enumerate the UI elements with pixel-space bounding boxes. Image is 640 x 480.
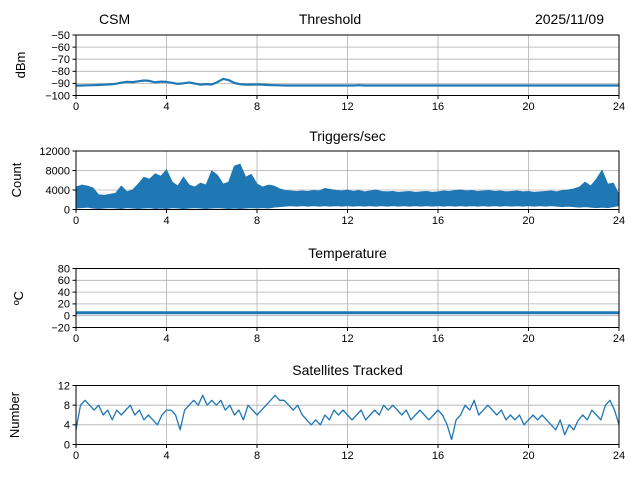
temperature-xtick-label: 16: [432, 333, 444, 345]
satellites-series: [75, 394, 620, 441]
triggers-xtick-label: 24: [613, 215, 625, 227]
triggers-xtick-label: 8: [254, 215, 260, 227]
temperature-ytick-label: −20: [51, 322, 70, 334]
plot-title-triggers: Triggers/sec: [309, 128, 386, 144]
temperature-ytick-label: 20: [58, 299, 70, 311]
temperature-ytick-label: 0: [64, 311, 70, 323]
triggers-xtick-label: 12: [341, 215, 353, 227]
temperature-xtick-label: 24: [613, 333, 625, 345]
satellites-xtick-label: 20: [522, 450, 534, 462]
satellites-xtick-label: 24: [613, 450, 625, 462]
threshold-ytick-label: −100: [45, 90, 70, 102]
temperature-xtick-label: 20: [522, 333, 534, 345]
triggers-xtick-label: 20: [522, 215, 534, 227]
threshold-xtick-label: 12: [341, 101, 353, 113]
triggers-axes: 0 4 8 12 16 20 24 0 4000 8000 12000: [39, 146, 625, 227]
threshold-axes: 0 4 8 12 16 20 24 −100−90−80−70−60−50: [45, 30, 625, 113]
temperature-xtick-label: 0: [73, 333, 79, 345]
threshold-ytick-label: −90: [51, 78, 70, 90]
triggers-xtick-label: 0: [73, 215, 79, 227]
threshold-xtick-label: 20: [522, 101, 534, 113]
triggers-xtick-label: 16: [432, 215, 444, 227]
station-label: CSM: [99, 11, 131, 27]
temperature-ytick-label: 40: [58, 287, 70, 299]
triggers-ytick-label: 4000: [46, 185, 70, 197]
threshold-ytick-label: −70: [51, 54, 70, 66]
temperature-ytick-label: 60: [58, 275, 70, 287]
date-label: 2025/11/09: [534, 11, 604, 27]
threshold-xtick-label: 8: [254, 101, 260, 113]
threshold-xtick-label: 4: [163, 101, 169, 113]
triggers-xtick-label: 4: [163, 215, 169, 227]
satellites-ytick-label: 4: [64, 420, 70, 432]
satellites-axes: 0 4 8 12 16 20 24 0 4 8 12: [58, 380, 625, 462]
threshold-series: [75, 77, 619, 87]
plot-title-temperature: Temperature: [308, 245, 387, 261]
satellites-xtick-label: 0: [73, 450, 79, 462]
temperature-ytick-label: 80: [58, 263, 70, 275]
satellites-xtick-label: 4: [163, 450, 169, 462]
temperature-xtick-label: 12: [341, 333, 353, 345]
satellites-xtick-label: 8: [254, 450, 260, 462]
plot-title-satellites: Satellites Tracked: [292, 362, 403, 378]
satellites-ytick-label: 12: [58, 380, 70, 392]
plot-title-threshold: Threshold: [298, 11, 362, 27]
threshold-ytick-label: −60: [51, 42, 70, 54]
satellites-xtick-label: 16: [432, 450, 444, 462]
triggers-ytick-label: 0: [64, 204, 70, 216]
triggers-ytick-label: 12000: [39, 146, 70, 158]
temperature-xtick-label: 8: [254, 333, 260, 345]
temperature-xtick-label: 4: [163, 333, 169, 345]
satellites-ytick-label: 8: [64, 400, 70, 412]
threshold-xtick-label: 24: [613, 101, 625, 113]
threshold-ytick-label: −80: [51, 66, 70, 78]
threshold-ytick-label: −50: [51, 30, 70, 42]
triggers-ytick-label: 8000: [46, 165, 70, 177]
satellites-xtick-label: 12: [341, 450, 353, 462]
threshold-xtick-label: 0: [73, 101, 79, 113]
satellites-ytick-label: 0: [64, 439, 70, 451]
threshold-xtick-label: 16: [432, 101, 444, 113]
